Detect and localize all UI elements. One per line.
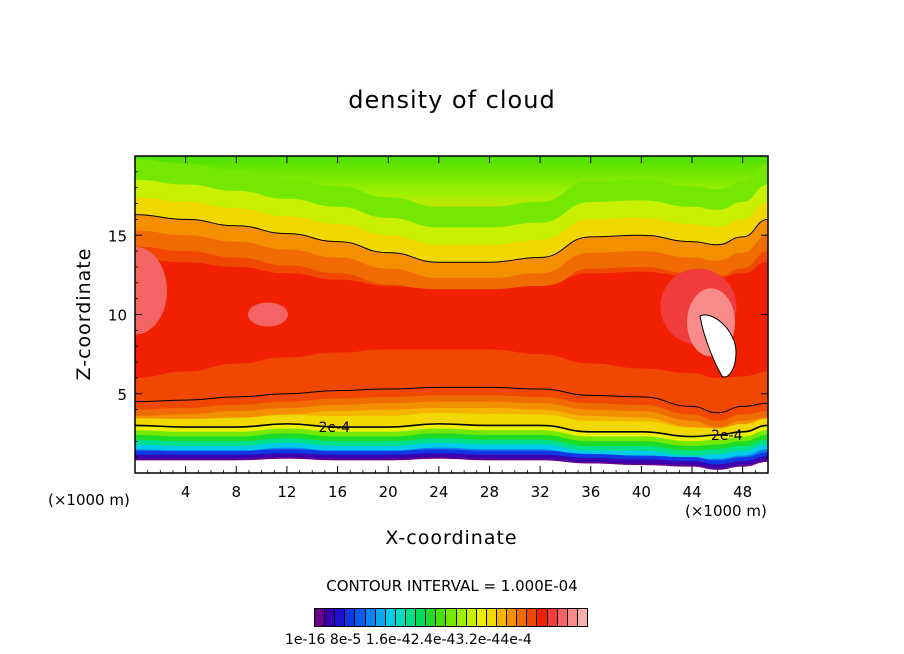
colorbar-swatch <box>315 609 326 626</box>
x-axis: 4 8 12 16 20 24 28 32 36 40 44 48 <box>147 156 756 501</box>
colorbar-labels: 1e-16 8e-5 1.6e-42.4e-43.2e-44e-4 <box>285 632 532 648</box>
x-tick-label: 20 <box>379 483 398 501</box>
chart-title: density of cloud <box>348 86 556 114</box>
max-region-white <box>699 314 737 378</box>
colorbar-swatch <box>456 609 467 626</box>
colorbar-swatch <box>547 609 558 626</box>
colorbar-swatch <box>355 609 366 626</box>
contour-lines <box>135 214 768 438</box>
colorbar-swatch <box>496 609 508 626</box>
y-tick-label: 10 <box>108 307 127 325</box>
x-axis-label: X-coordinate <box>385 527 518 549</box>
x-tick-label: 32 <box>531 483 550 501</box>
colorbar-swatch <box>395 609 406 626</box>
y-axis-label: Z-coordinate <box>73 247 95 381</box>
y-tick-label: 5 <box>117 386 127 404</box>
colorbar-swatch <box>436 609 447 626</box>
x-tick-label: 24 <box>429 483 448 501</box>
x-tick-label: 4 <box>181 483 191 501</box>
colorbar-label: 3.2e-4 <box>455 632 501 648</box>
contour-interval-text: CONTOUR INTERVAL = 1.000E-04 <box>326 577 578 595</box>
below-cloud-region <box>135 458 768 473</box>
x-tick-label: 48 <box>733 483 752 501</box>
contour-bands <box>135 159 768 473</box>
colorbar-swatch <box>416 609 427 626</box>
colorbar-swatch <box>577 609 587 626</box>
x-tick-label: 40 <box>632 483 651 501</box>
colorbar-swatch <box>537 609 548 626</box>
colorbar-swatch <box>486 609 497 626</box>
colorbar-swatch <box>466 609 477 626</box>
contour-line <box>135 214 768 263</box>
colorbar-swatch <box>345 609 356 626</box>
contour-labels: 2e-4 2e-4 <box>319 420 743 444</box>
colorbar-swatch <box>335 609 346 626</box>
x-tick-label: 44 <box>682 483 701 501</box>
plot-area <box>135 156 768 473</box>
x-unit-label-left: (×1000 m) <box>48 491 130 509</box>
colorbar-swatch <box>385 609 396 626</box>
colorbar-swatch <box>507 609 518 626</box>
colorbar-label: 2.4e-4 <box>410 632 456 648</box>
colorbar-swatch <box>517 609 528 626</box>
colorbar-swatch <box>375 609 386 626</box>
x-tick-label: 12 <box>277 483 296 501</box>
x-unit-label-right: (×1000 m) <box>685 502 767 520</box>
y-axis: 5 10 15 <box>108 171 768 458</box>
contour-line <box>135 423 768 438</box>
colorbar-label: 1.6e-4 <box>361 632 411 648</box>
colorbar-label: 1e-16 <box>285 632 326 648</box>
colorbar-swatch <box>426 609 437 626</box>
contour-band-peak <box>247 302 288 327</box>
x-tick-label: 8 <box>232 483 242 501</box>
y-tick-label: 15 <box>108 227 127 245</box>
colorbar-swatch <box>527 609 538 626</box>
colorbar-swatch <box>325 609 336 626</box>
colorbar-swatch <box>567 609 578 626</box>
colorbar-label: 8e-5 <box>325 632 362 648</box>
x-tick-label: 36 <box>581 483 600 501</box>
x-tick-label: 28 <box>480 483 499 501</box>
contour-band-peak <box>135 246 167 335</box>
contour-line <box>135 386 768 414</box>
colorbar-swatch <box>446 609 457 626</box>
contour-label: 2e-4 <box>711 428 743 444</box>
contour-band-core <box>135 259 768 378</box>
colorbar-swatch <box>557 609 568 626</box>
colorbar-swatch <box>405 609 417 626</box>
contour-label: 2e-4 <box>319 420 351 436</box>
colorbar <box>314 608 588 627</box>
x-tick-label: 16 <box>328 483 347 501</box>
colorbar-swatch <box>476 609 487 626</box>
colorbar-label: 4e-4 <box>500 632 532 648</box>
colorbar-swatch <box>365 609 376 626</box>
